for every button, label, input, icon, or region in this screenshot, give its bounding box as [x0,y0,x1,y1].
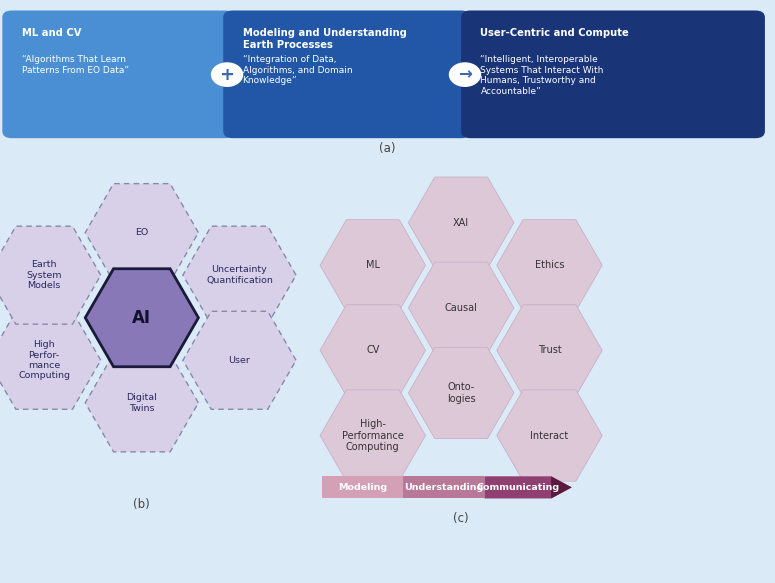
Circle shape [212,63,243,86]
Text: Modeling and Understanding
Earth Processes: Modeling and Understanding Earth Process… [243,28,406,50]
Text: +: + [219,66,235,83]
Polygon shape [320,220,425,311]
Text: →: → [458,66,472,83]
FancyBboxPatch shape [223,10,470,138]
Polygon shape [183,226,296,324]
Text: High-
Performance
Computing: High- Performance Computing [342,419,404,452]
Text: “Intelligent, Interoperable
Systems That Interact With
Humans, Trustworthy and
A: “Intelligent, Interoperable Systems That… [480,55,604,96]
FancyBboxPatch shape [461,10,765,138]
Text: “Integration of Data,
Algorithms, and Domain
Knowledge”: “Integration of Data, Algorithms, and Do… [243,55,352,85]
Text: Understanding: Understanding [404,483,484,492]
Polygon shape [484,476,572,498]
Polygon shape [408,347,514,438]
Polygon shape [320,305,425,396]
Polygon shape [497,390,602,481]
Text: (b): (b) [133,498,150,511]
Text: CV: CV [366,345,380,356]
Polygon shape [322,476,403,498]
Polygon shape [408,262,514,353]
Text: (c): (c) [453,512,469,525]
Text: AI: AI [133,309,151,326]
Polygon shape [408,177,514,268]
Text: Ethics: Ethics [535,260,564,271]
Polygon shape [551,476,572,498]
Polygon shape [0,226,101,324]
Polygon shape [85,354,198,452]
Text: User-Centric and Compute: User-Centric and Compute [480,28,629,38]
Polygon shape [497,220,602,311]
Polygon shape [85,184,198,282]
Text: XAI: XAI [453,217,469,228]
Text: Trust: Trust [538,345,561,356]
Text: “Algorithms That Learn
Patterns From EO Data”: “Algorithms That Learn Patterns From EO … [22,55,129,75]
Text: (a): (a) [379,142,396,154]
Polygon shape [497,305,602,396]
Text: High
Perfor-
mance
Computing: High Perfor- mance Computing [18,340,71,380]
Text: ML and CV: ML and CV [22,28,81,38]
Text: Modeling: Modeling [338,483,387,492]
Text: Uncertainty
Quantification: Uncertainty Quantification [206,265,273,285]
Polygon shape [183,311,296,409]
Text: Digital
Twins: Digital Twins [126,393,157,413]
Text: ML: ML [366,260,380,271]
Polygon shape [85,269,198,367]
Text: Interact: Interact [530,430,569,441]
Text: EO: EO [135,228,149,237]
Polygon shape [320,390,425,481]
Text: Communicating: Communicating [477,483,560,492]
Text: User: User [229,356,250,365]
Text: Causal: Causal [445,303,477,313]
Circle shape [449,63,480,86]
Polygon shape [0,311,101,409]
Text: Earth
System
Models: Earth System Models [26,260,62,290]
Text: Onto-
logies: Onto- logies [447,382,475,404]
Polygon shape [403,476,484,498]
FancyBboxPatch shape [2,10,234,138]
